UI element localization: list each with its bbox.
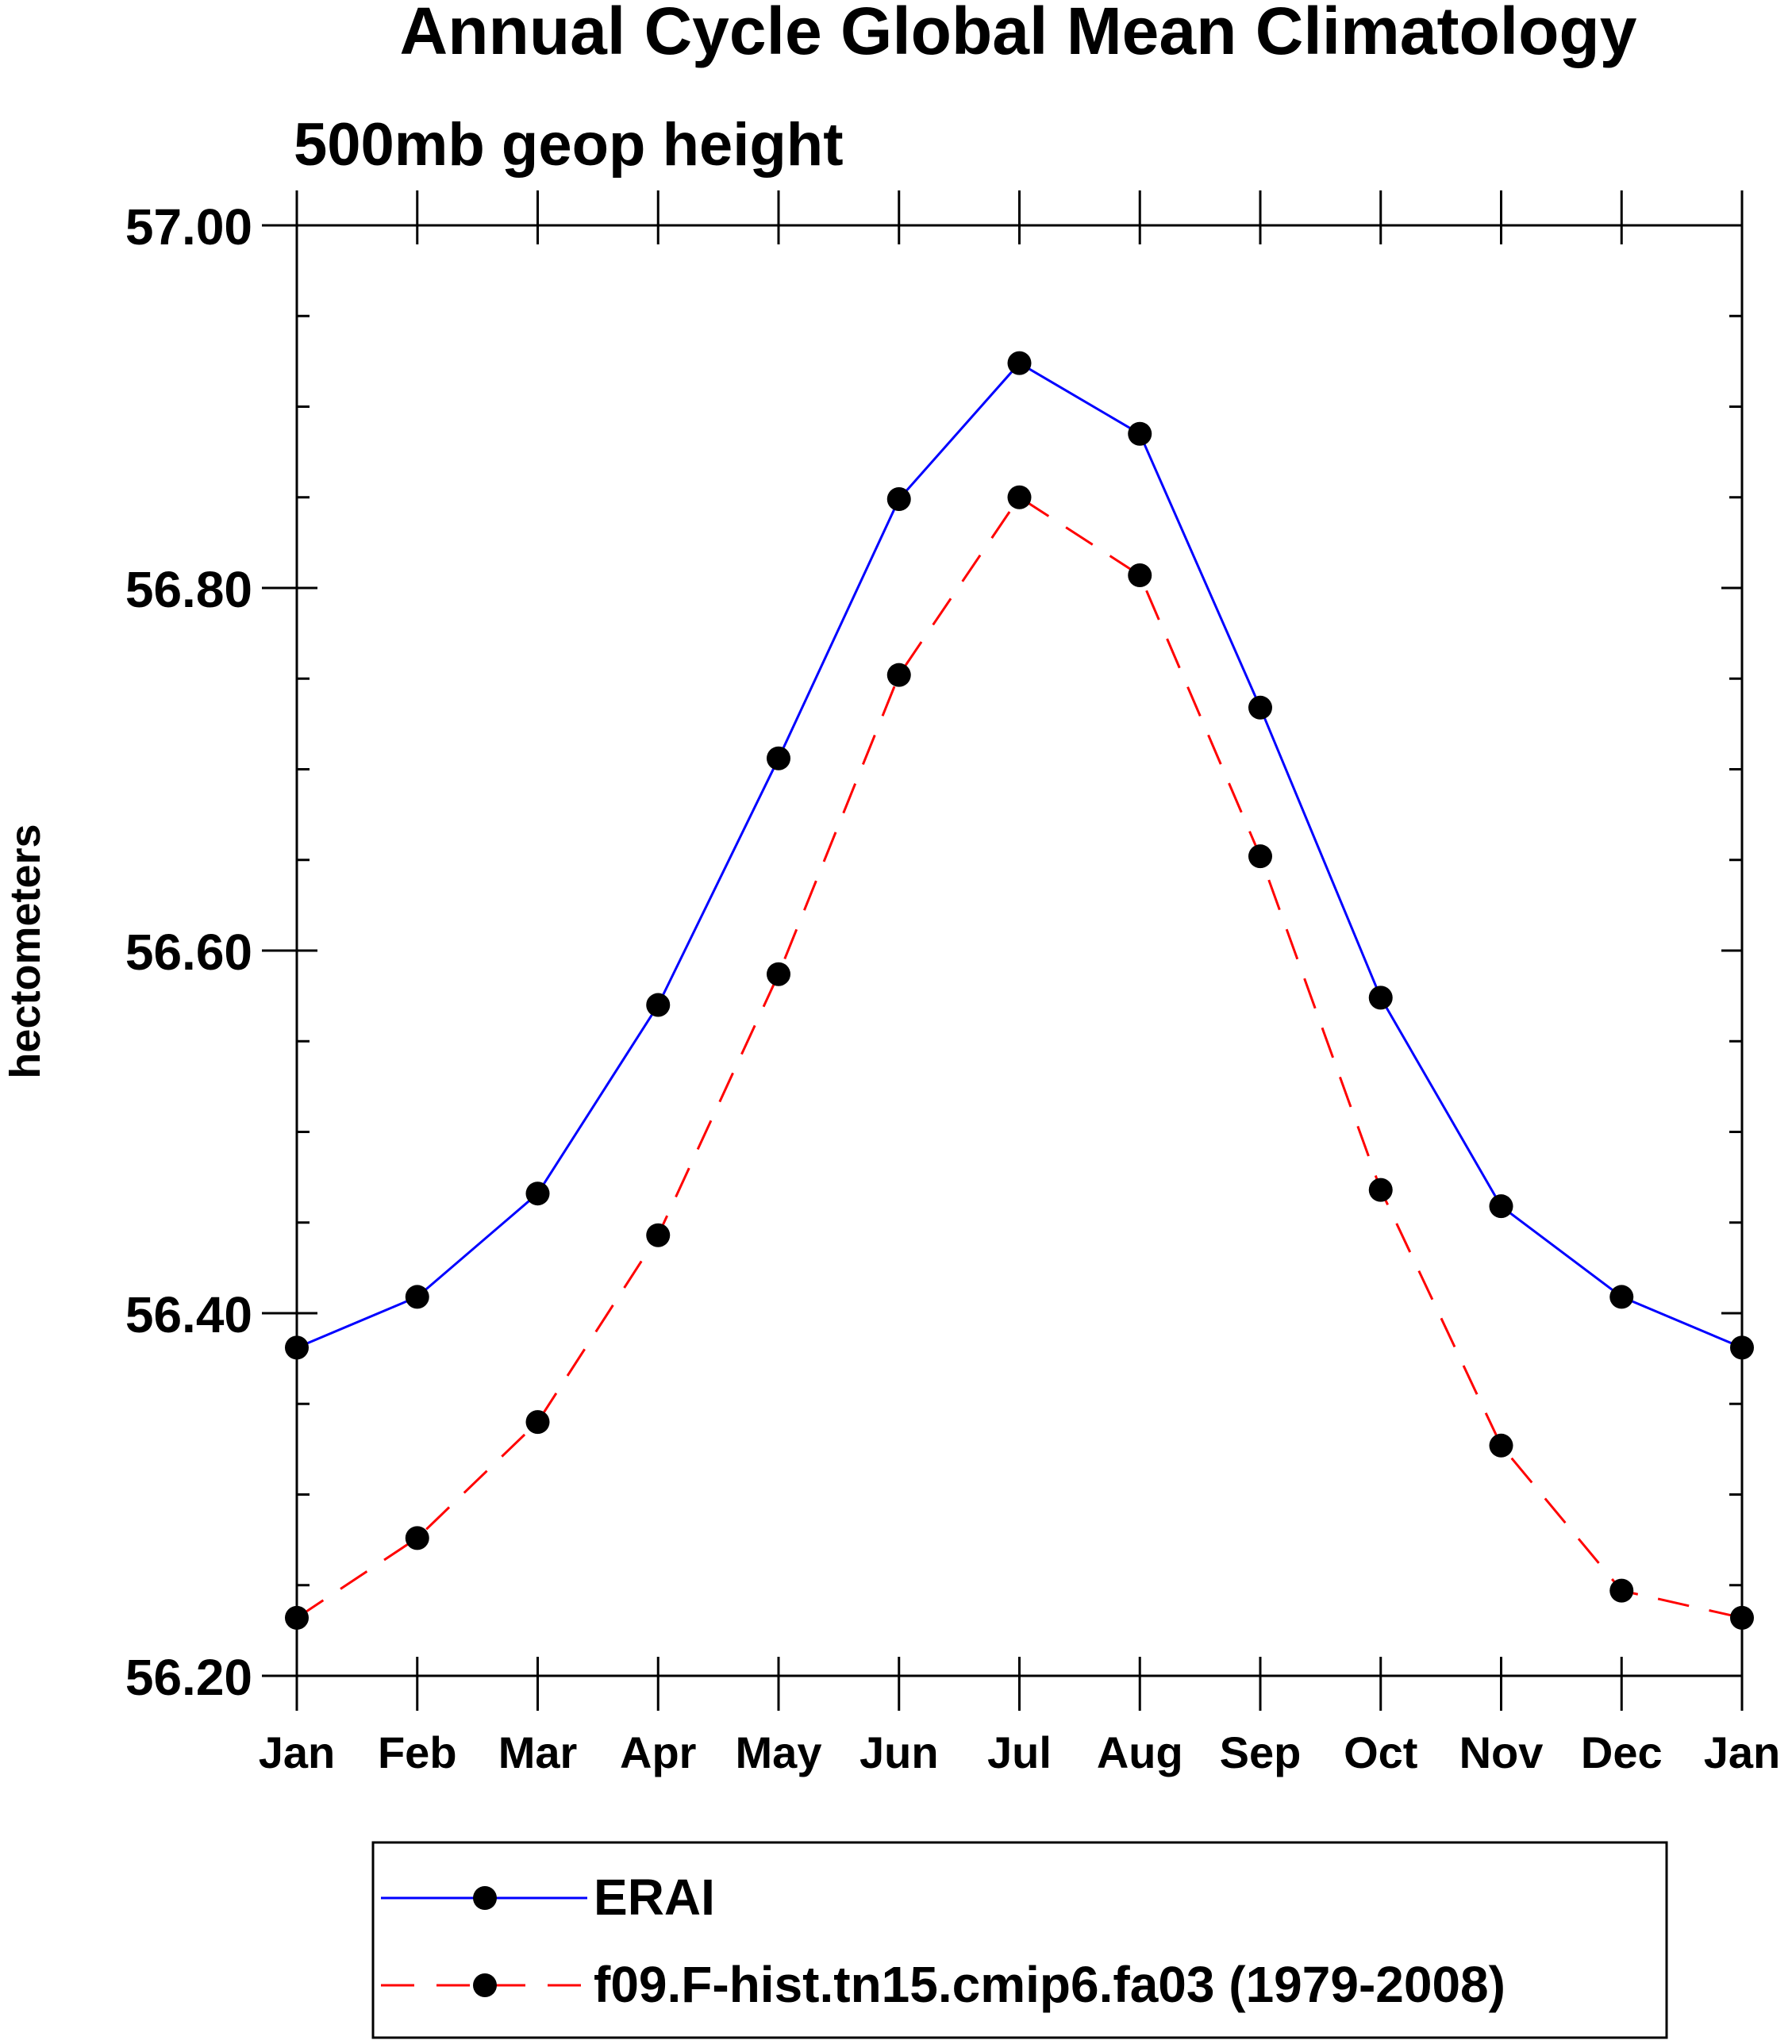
data-point [646,993,671,1017]
data-point [1730,1605,1754,1630]
y-axis-label: hectometers [2,824,49,1078]
data-point [1368,1178,1393,1202]
x-tick-label: Jul [987,1727,1052,1777]
x-tick-labels: Jan Feb Mar Apr May Jun Jul Aug Sep Oct Nov Dec Jan [259,1727,1781,1777]
series-line-1 [296,496,1743,1619]
x-tick-label: Jun [859,1727,939,1777]
data-point [886,663,911,687]
legend: ERAI f09.F-hist.tn15.cmip6.fa03 (1979-20… [371,1841,1668,2039]
data-point [1609,1578,1634,1603]
chart-subtitle: 500mb geop height [294,111,844,179]
x-tick-label: Feb [378,1727,457,1777]
x-tick-label: Dec [1581,1727,1663,1777]
data-point [1489,1433,1513,1458]
legend-box [371,1841,1668,2039]
axis-ticks [262,190,1744,1711]
data-point [1489,1194,1513,1219]
data-point [1248,844,1272,869]
legend-label-model: f09.F-hist.tn15.cmip6.fa03 (1979-2008) [594,1956,1506,2013]
data-point [405,1526,429,1550]
y-tick-label: 56.60 [125,924,252,981]
data-point [1248,695,1272,720]
data-point [285,1605,309,1630]
x-tick-label: Nov [1459,1727,1544,1777]
data-point [1007,351,1032,375]
data-point [285,1335,309,1360]
x-tick-label: Sep [1220,1727,1302,1777]
x-tick-label: Apr [620,1727,696,1777]
series-markers [285,351,1754,1630]
y-tick-label: 56.40 [125,1286,252,1343]
plot-frame [295,224,1744,1677]
data-point [1128,421,1152,446]
data-point [405,1285,429,1309]
data-point [646,1223,671,1247]
chart-title: Annual Cycle Global Mean Climatology [400,0,1637,68]
data-point [767,746,790,770]
data-point [1128,563,1152,588]
legend-marker-erai [473,1886,497,1910]
data-point [886,487,911,512]
series-line-0 [296,362,1743,1349]
y-tick-label: 56.20 [125,1649,252,1706]
data-point [767,962,790,986]
x-tick-label: Mar [498,1727,578,1777]
x-tick-label: Jan [259,1727,336,1777]
legend-label-erai: ERAI [594,1869,715,1926]
data-point [1368,986,1393,1010]
legend-marker-model [473,1973,497,1997]
x-tick-label: Aug [1097,1727,1183,1777]
data-point [525,1410,550,1435]
data-point [1609,1285,1634,1309]
data-point [1730,1335,1754,1360]
data-point [1007,485,1032,509]
y-tick-labels: 56.20 56.40 56.60 56.80 57.00 [125,198,252,1706]
series-lines [296,362,1743,1619]
data-point [525,1181,550,1206]
y-tick-label: 56.80 [125,561,252,618]
x-tick-label: Jan [1704,1727,1781,1777]
y-tick-label: 57.00 [125,198,252,256]
x-tick-label: May [736,1727,822,1777]
x-tick-label: Oct [1344,1727,1417,1777]
